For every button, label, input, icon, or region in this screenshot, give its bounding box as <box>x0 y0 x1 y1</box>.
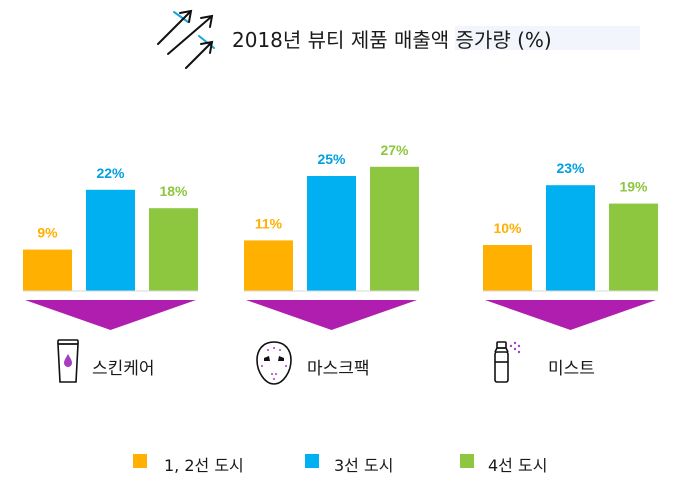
bar-mist-tier4 <box>609 203 658 291</box>
bar-maskpack-tier1-2 <box>244 240 293 291</box>
category-label-maskpack: 마스크팩 <box>307 359 370 379</box>
legend-label-tier4: 4선 도시 <box>488 456 548 475</box>
value-label-skincare-tier4: 18% <box>159 183 188 199</box>
tube-icon <box>57 339 79 383</box>
bar-maskpack-tier4 <box>370 166 419 291</box>
chart-title: 2018년 뷰티 제품 매출액 증가량 (%) <box>232 28 552 52</box>
category-label-skincare: 스킨케어 <box>92 359 155 379</box>
legend-label-tier3: 3선 도시 <box>334 456 394 475</box>
value-label-mist-tier3: 23% <box>556 160 585 176</box>
value-label-skincare-tier3: 22% <box>96 165 125 181</box>
bar-mist-tier1-2 <box>483 245 532 291</box>
bar-skincare-tier3 <box>86 189 135 291</box>
bar-skincare-tier1-2 <box>23 249 72 291</box>
pointer-triangle-mist <box>485 300 656 330</box>
value-label-skincare-tier1-2: 9% <box>37 225 58 241</box>
legend-swatch-tier3 <box>305 454 319 468</box>
face-mask-icon <box>256 341 292 385</box>
value-label-mist-tier4: 19% <box>619 179 648 195</box>
category-label-mist: 미스트 <box>548 359 595 379</box>
title-highlight <box>455 26 640 50</box>
trend-arrows-icon <box>157 9 215 69</box>
mist-spray-icon <box>494 341 521 383</box>
value-label-maskpack-tier1-2: 11% <box>255 215 283 231</box>
pointer-triangle-skincare <box>25 300 196 330</box>
value-label-mist-tier1-2: 10% <box>493 220 522 236</box>
bar-maskpack-tier3 <box>307 176 356 291</box>
bar-skincare-tier4 <box>149 208 198 291</box>
legend-swatch-tier1-2 <box>133 454 147 468</box>
value-label-maskpack-tier3: 25% <box>317 151 346 167</box>
legend-label-tier1-2: 1, 2선 도시 <box>164 456 244 475</box>
bar-mist-tier3 <box>546 185 595 291</box>
legend-swatch-tier4 <box>460 454 474 468</box>
value-label-maskpack-tier4: 27% <box>380 142 409 158</box>
pointer-triangle-maskpack <box>246 300 417 330</box>
